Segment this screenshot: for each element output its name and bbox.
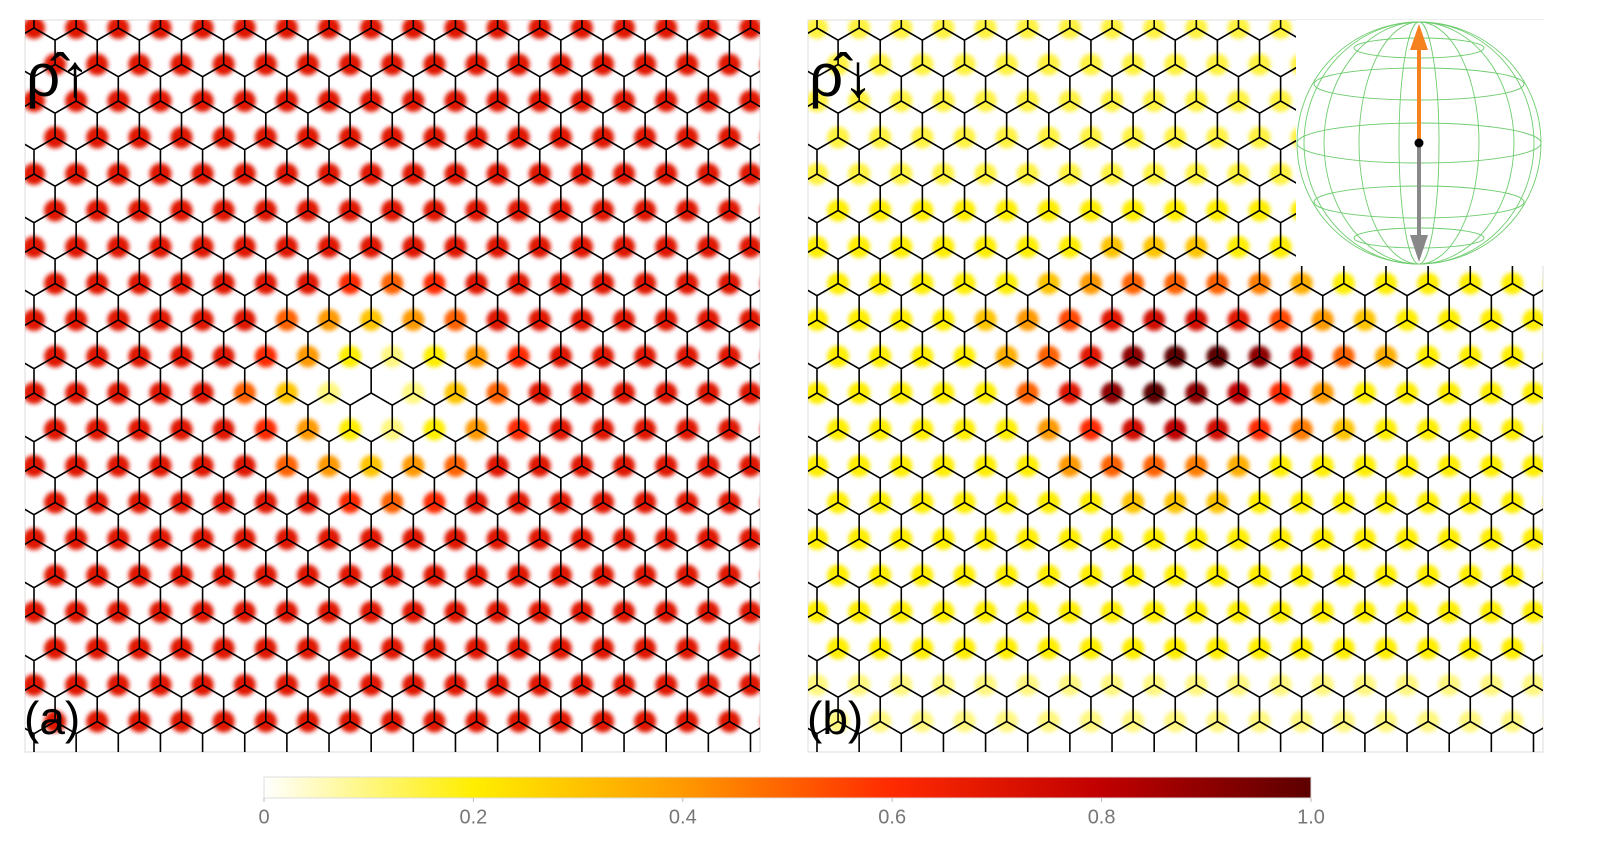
density-dot bbox=[65, 20, 88, 39]
colorbar-tick-label: 1.0 bbox=[1297, 806, 1325, 828]
density-dot bbox=[1101, 20, 1124, 39]
density-dot bbox=[1544, 273, 1566, 295]
density-dot bbox=[486, 20, 509, 39]
density-dot bbox=[191, 20, 214, 39]
honeycomb-lattice bbox=[25, 20, 760, 752]
colorbar-tick-label: 0 bbox=[258, 806, 269, 828]
colorbar-tick-label: 0.6 bbox=[878, 806, 906, 828]
density-dot bbox=[1143, 20, 1166, 39]
colorbar-tick-label: 0.4 bbox=[669, 806, 697, 828]
density-dot bbox=[444, 20, 467, 39]
colorbar-tick-label: 0.8 bbox=[1088, 806, 1116, 828]
density-dot bbox=[1544, 638, 1566, 660]
density-dot bbox=[761, 565, 783, 587]
density-dot bbox=[890, 20, 913, 39]
density-label: ρ̂↑ bbox=[26, 42, 90, 109]
density-dot bbox=[275, 20, 298, 39]
density-dot bbox=[697, 20, 720, 39]
density-dot bbox=[360, 20, 383, 39]
density-dot bbox=[1544, 127, 1566, 149]
panel-a bbox=[25, 20, 783, 752]
density-dot bbox=[761, 273, 783, 295]
density-label: ρ̂↓ bbox=[809, 42, 873, 109]
density-dot bbox=[761, 419, 783, 441]
density-dot bbox=[1544, 492, 1566, 514]
panel-label: (a) bbox=[24, 692, 80, 744]
density-dot bbox=[761, 711, 783, 733]
density-dot bbox=[1544, 346, 1566, 368]
density-dot bbox=[1544, 200, 1566, 222]
density-dot bbox=[1544, 711, 1566, 733]
density-dot bbox=[1544, 565, 1566, 587]
density-dot bbox=[761, 127, 783, 149]
density-dot bbox=[848, 20, 871, 39]
bloch-sphere-inset bbox=[1296, 20, 1544, 266]
density-dot bbox=[739, 20, 760, 39]
density-dot bbox=[107, 20, 130, 39]
density-dot bbox=[761, 54, 783, 76]
density-dot bbox=[1058, 20, 1081, 39]
colorbar bbox=[263, 776, 1312, 799]
density-dot bbox=[1227, 20, 1250, 39]
density-dot bbox=[1544, 419, 1566, 441]
density-dot bbox=[528, 20, 551, 39]
density-dot bbox=[655, 20, 678, 39]
density-dot bbox=[233, 20, 256, 39]
density-dot bbox=[761, 200, 783, 222]
density-dot bbox=[932, 20, 955, 39]
density-dot bbox=[613, 20, 636, 39]
density-dot bbox=[761, 638, 783, 660]
density-dot bbox=[761, 346, 783, 368]
density-dot bbox=[1185, 20, 1208, 39]
density-dot bbox=[149, 20, 172, 39]
density-dot bbox=[1016, 20, 1039, 39]
density-dot bbox=[1544, 54, 1566, 76]
colorbar-tick-label: 0.2 bbox=[459, 806, 487, 828]
panel-label: (b) bbox=[807, 692, 863, 744]
density-dot bbox=[318, 20, 341, 39]
density-dot bbox=[570, 20, 593, 39]
density-dot bbox=[974, 20, 997, 39]
density-dot bbox=[761, 492, 783, 514]
density-dot bbox=[1269, 20, 1292, 39]
density-dot bbox=[402, 20, 425, 39]
